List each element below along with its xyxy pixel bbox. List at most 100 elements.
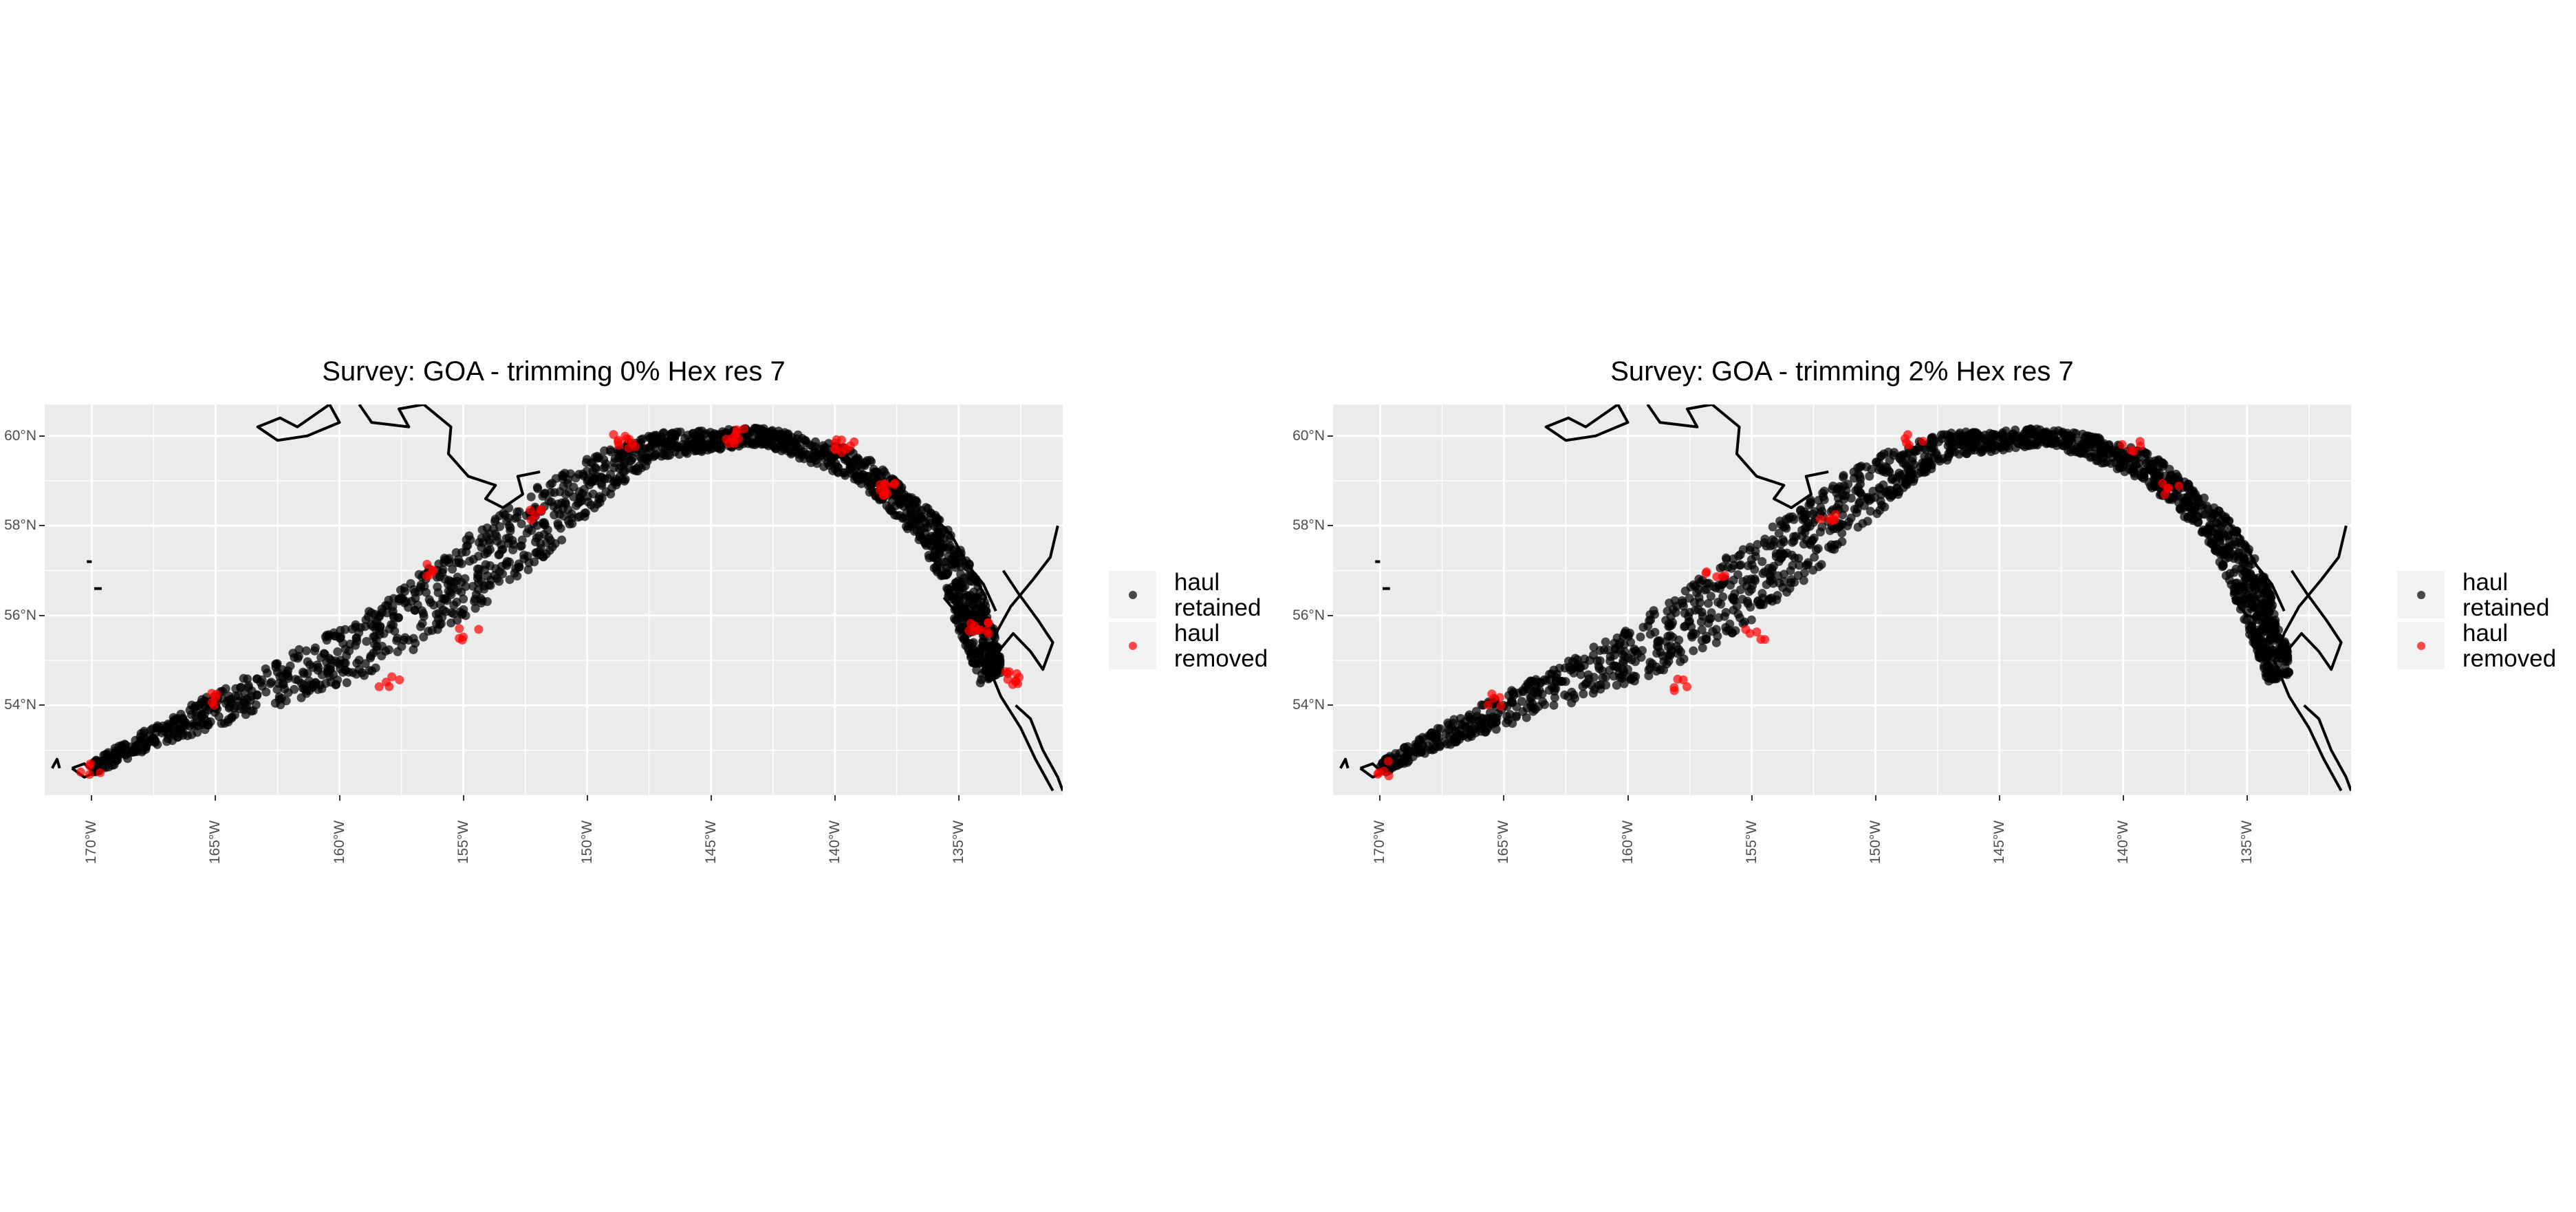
haul-point-retained	[148, 724, 158, 733]
haul-point-retained	[511, 564, 521, 574]
haul-point-retained	[1704, 618, 1713, 628]
haul-point-retained	[1666, 612, 1676, 621]
haul-point-retained	[1567, 687, 1577, 697]
haul-point-retained	[672, 427, 682, 437]
haul-point-retained	[1856, 475, 1865, 484]
haul-point-retained	[1436, 724, 1445, 733]
x-tick	[338, 795, 340, 801]
haul-point-removed	[729, 436, 739, 446]
haul-point-retained	[512, 571, 522, 581]
haul-point-retained	[972, 611, 982, 620]
haul-point-retained	[1782, 587, 1792, 597]
haul-point-removed	[1905, 440, 1914, 450]
haul-point-retained	[227, 712, 237, 722]
haul-point-removed	[2136, 442, 2145, 451]
haul-point-retained	[227, 698, 237, 708]
haul-point-retained	[2261, 653, 2271, 662]
x-tick-label: 150°W	[578, 820, 595, 864]
haul-point-retained	[404, 636, 413, 645]
haul-point-retained	[940, 534, 949, 543]
haul-point-retained	[1813, 544, 1823, 554]
x-tick	[1874, 795, 1876, 801]
haul-point-removed	[209, 700, 219, 710]
haul-point-retained	[1698, 612, 1707, 621]
haul-point-retained	[131, 742, 140, 751]
haul-point-retained	[173, 733, 182, 742]
haul-point-retained	[384, 645, 393, 655]
haul-point-retained	[1723, 563, 1733, 572]
haul-point-retained	[2183, 492, 2192, 501]
haul-point-retained	[2229, 554, 2239, 563]
haul-point-retained	[359, 671, 369, 680]
haul-point-retained	[1685, 607, 1694, 617]
haul-point-retained	[960, 606, 969, 616]
haul-point-removed	[1720, 571, 1730, 581]
haul-point-retained	[1551, 684, 1561, 693]
haul-point-removed	[1669, 683, 1679, 693]
haul-point-removed	[880, 479, 889, 488]
haul-point-retained	[1444, 725, 1453, 735]
haul-point-removed	[76, 767, 85, 777]
haul-point-retained	[354, 656, 364, 665]
haul-point-retained	[151, 736, 160, 746]
haul-point-retained	[371, 663, 380, 673]
haul-point-retained	[906, 521, 916, 531]
legend-key	[2397, 622, 2445, 669]
haul-point-retained	[1528, 703, 1538, 713]
haul-point-retained	[1986, 437, 1995, 447]
haul-point-retained	[856, 462, 866, 472]
haul-point-retained	[381, 600, 391, 610]
haul-point-retained	[819, 462, 829, 471]
legend-key	[1109, 622, 1156, 669]
haul-point-retained	[583, 497, 593, 507]
haul-point-retained	[1800, 528, 1810, 537]
haul-point-removed	[1015, 673, 1024, 682]
haul-point-retained	[1549, 700, 1559, 710]
haul-point-retained	[345, 639, 355, 649]
haul-point-retained	[2020, 429, 2029, 438]
haul-point-retained	[333, 647, 343, 657]
haul-point-retained	[477, 525, 487, 534]
haul-point-removed	[970, 621, 979, 631]
haul-point-retained	[1708, 627, 1718, 636]
haul-point-retained	[606, 447, 616, 457]
haul-point-retained	[1666, 641, 1676, 651]
haul-point-retained	[470, 603, 480, 613]
haul-point-retained	[1736, 560, 1746, 570]
haul-point-retained	[394, 594, 404, 604]
haul-point-retained	[504, 513, 513, 523]
haul-point-retained	[903, 493, 913, 502]
haul-point-retained	[540, 520, 550, 530]
haul-point-retained	[1697, 636, 1707, 645]
x-tick	[586, 795, 588, 801]
haul-point-removed	[1673, 674, 1682, 684]
haul-point-retained	[979, 658, 989, 667]
haul-point-retained	[164, 720, 173, 730]
haul-point-retained	[1618, 664, 1627, 674]
haul-point-retained	[1678, 598, 1687, 607]
haul-point-retained	[1531, 675, 1541, 684]
haul-point-retained	[1696, 578, 1705, 587]
haul-point-retained	[1855, 462, 1865, 472]
haul-point-retained	[1927, 446, 1936, 456]
haul-point-retained	[971, 659, 980, 669]
x-tick	[2246, 795, 2248, 801]
haul-point-retained	[376, 623, 385, 632]
haul-point-retained	[692, 443, 702, 453]
haul-point-retained	[594, 453, 604, 463]
haul-point-retained	[768, 441, 778, 451]
haul-point-retained	[138, 735, 148, 744]
haul-point-retained	[274, 692, 284, 702]
haul-point-retained	[409, 645, 418, 654]
haul-point-retained	[599, 464, 609, 473]
haul-point-retained	[1645, 629, 1655, 639]
haul-point-retained	[848, 448, 858, 458]
haul-point-removed	[2174, 481, 2184, 490]
haul-point-retained	[329, 628, 338, 638]
haul-point-retained	[980, 607, 990, 617]
haul-point-retained	[1729, 596, 1739, 605]
haul-point-retained	[1483, 722, 1493, 732]
haul-point-retained	[230, 691, 240, 701]
haul-point-retained	[1398, 757, 1408, 766]
haul-point-retained	[246, 706, 256, 716]
